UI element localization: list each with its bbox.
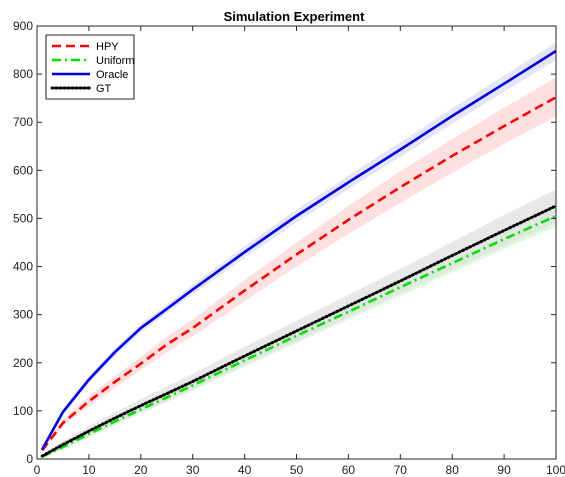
series-lines (40, 49, 558, 458)
y-tick-label: 600 (13, 163, 33, 177)
y-tick-label: 100 (13, 404, 33, 418)
band-gt (42, 189, 556, 458)
legend-label-hpy: HPY (96, 41, 119, 53)
x-tick-label: 50 (290, 463, 304, 477)
y-tick-label: 200 (13, 356, 33, 370)
x-axis: 0 10 20 30 40 50 60 70 80 90 100 (34, 26, 565, 477)
x-tick-label: 70 (394, 463, 408, 477)
x-tick-label: 0 (34, 463, 41, 477)
y-tick-label: 300 (13, 308, 33, 322)
x-tick-label: 80 (446, 463, 460, 477)
x-tick-label: 100 (546, 463, 565, 477)
legend: HPY Uniform Oracle GT (45, 34, 135, 100)
series-line-hpy (41, 96, 557, 452)
x-tick-label: 60 (342, 463, 356, 477)
chart-title: Simulation Experiment (224, 9, 366, 24)
y-tick-label: 400 (13, 260, 33, 274)
y-axis: 0 100 200 300 400 500 600 700 800 900 (13, 19, 556, 466)
y-tick-label: 0 (26, 452, 33, 466)
x-tick-label: 20 (134, 463, 148, 477)
legend-label-oracle: Oracle (96, 69, 128, 81)
y-tick-label: 900 (13, 19, 33, 33)
x-tick-label: 10 (82, 463, 96, 477)
y-tick-label: 800 (13, 67, 33, 81)
legend-box (45, 34, 135, 100)
series-line-uniform (41, 214, 557, 458)
x-tick-label: 40 (238, 463, 252, 477)
band-hpy (42, 77, 556, 452)
y-tick-label: 500 (13, 211, 33, 225)
x-tick-label: 30 (186, 463, 200, 477)
series-line-gt (40, 204, 558, 458)
x-tick-label: 90 (497, 463, 511, 477)
series-line-oracle (41, 49, 557, 451)
y-tick-label: 700 (13, 115, 33, 129)
legend-label-gt: GT (96, 83, 112, 95)
legend-label-uniform: Uniform (96, 55, 135, 67)
